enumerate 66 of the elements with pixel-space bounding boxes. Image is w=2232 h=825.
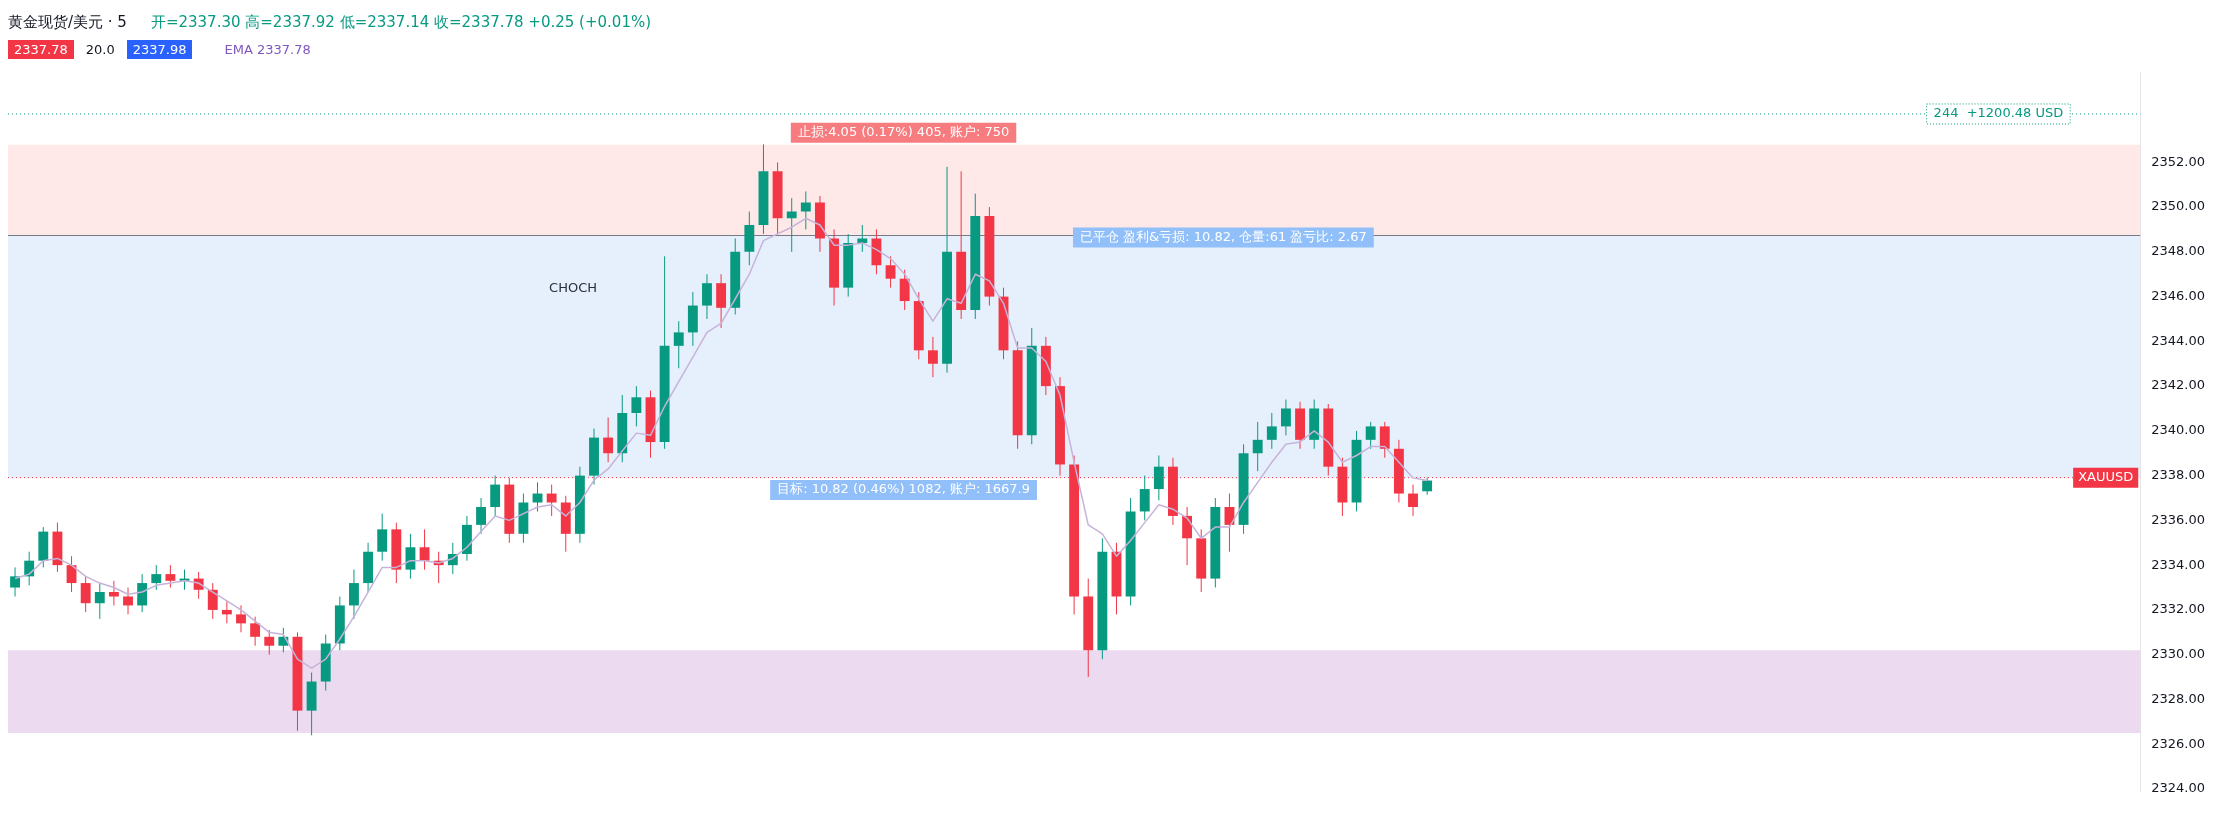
candlestick — [1153, 455, 1164, 501]
y-tick-label: 2332.00 — [2151, 601, 2206, 617]
candlestick — [236, 604, 246, 633]
candlestick — [1139, 475, 1150, 521]
ref-line-label: XAUUSD — [2078, 469, 2134, 485]
y-tick-label: 2338.00 — [2151, 467, 2206, 483]
candlestick — [80, 575, 91, 613]
y-tick-label: 2344.00 — [2151, 332, 2206, 348]
candlestick — [1408, 484, 1418, 517]
y-tick-label: 2334.00 — [2151, 556, 2206, 572]
candlestick — [1280, 399, 1291, 436]
y-tick-label: 2326.00 — [2151, 735, 2206, 751]
y-tick-label: 2352.00 — [2151, 153, 2206, 169]
candlestick — [885, 255, 896, 289]
candlestick — [546, 484, 557, 517]
candlestick — [264, 629, 275, 656]
y-tick-label: 2348.00 — [2151, 243, 2206, 259]
candlestick — [349, 569, 359, 620]
y-tick-label: 2330.00 — [2151, 646, 2206, 662]
band-label: 目标: 10.82 (0.46%) 1082, 账户: 1667.9 — [777, 481, 1030, 497]
candlestick — [123, 587, 133, 615]
candlestick — [673, 320, 684, 369]
y-tick-label: 2342.00 — [2151, 377, 2206, 393]
candlestick — [631, 385, 642, 427]
candlestick — [786, 197, 797, 253]
text: EMA 2337.78 — [224, 41, 311, 57]
candlestick — [221, 600, 232, 624]
y-tick-label: 2346.00 — [2151, 287, 2206, 303]
candlestick — [603, 416, 614, 463]
candlestick — [108, 580, 119, 606]
y-tick-label: 2324.00 — [2151, 780, 2206, 796]
candlestick — [800, 190, 811, 230]
candlestick — [10, 566, 20, 597]
candlestick — [278, 627, 289, 653]
text: 2337.78 — [8, 39, 74, 59]
chart-subtitle: 开=2337.30 高=2337.92 低=2337.14 收=2337.78 +0.25 (+0.01%) — [150, 12, 652, 32]
candlestick — [419, 528, 430, 571]
text: 20.0 — [85, 41, 115, 57]
candlestick — [1182, 506, 1193, 566]
candlestick — [377, 513, 388, 562]
candlestick — [151, 564, 162, 591]
candlestick — [702, 273, 712, 320]
candlestick — [137, 573, 148, 613]
candlestick — [490, 475, 501, 517]
y-tick-label: 2336.00 — [2151, 511, 2206, 527]
candlestick — [1365, 421, 1376, 450]
annotation: 已平仓 盈利&亏损: 10.82, 仓量:61 盈亏比: 2.67 — [1079, 228, 1367, 244]
candlestick — [1266, 412, 1277, 450]
candlestick — [250, 616, 261, 647]
candlestick — [1379, 421, 1390, 459]
candlestick — [1252, 421, 1263, 472]
candlestick — [857, 224, 868, 253]
band-label: 止损:4.05 (0.17%) 405, 账户: 750 — [797, 124, 1010, 140]
candlestick — [927, 336, 938, 378]
candlestick — [899, 269, 910, 311]
candlestick — [165, 564, 176, 589]
y-tick-label: 2328.00 — [2151, 690, 2206, 706]
y-tick-label: 2340.00 — [2151, 422, 2206, 438]
candlestick — [94, 582, 105, 620]
candlestick — [476, 497, 486, 535]
ref-line-label: 244 +1200.48 USD — [1933, 105, 2064, 121]
annotation: CHOCH — [549, 279, 598, 295]
text: 2337.98 — [126, 39, 193, 59]
chart-title: 黄金现货/美元 · 5 — [8, 12, 127, 32]
y-tick-label: 2350.00 — [2151, 198, 2206, 214]
candlestick — [207, 582, 218, 620]
